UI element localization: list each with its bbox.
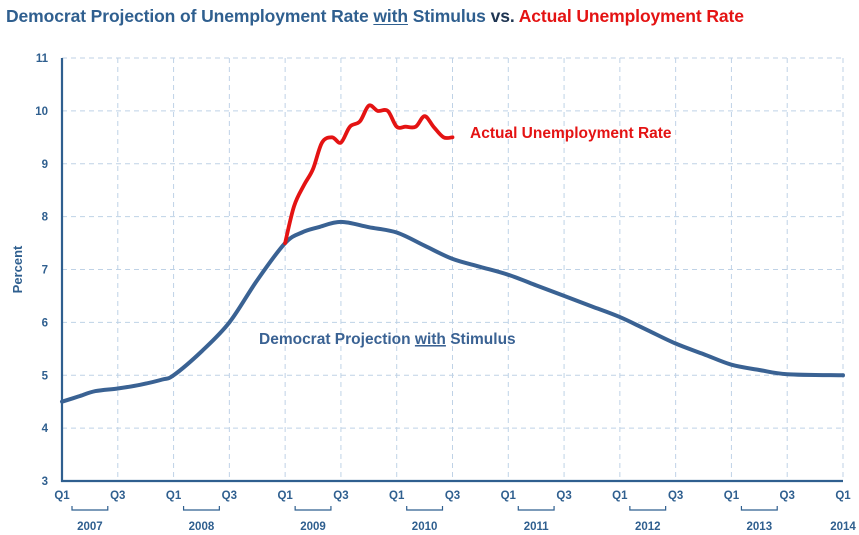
actual-series-line (283, 103, 455, 245)
year-bracket (517, 506, 555, 511)
x-quarter-label: Q3 (222, 490, 237, 502)
x-quarter-label: Q1 (501, 490, 517, 502)
x-quarter-label: Q3 (445, 490, 460, 502)
title-part-2: Stimulus (407, 6, 491, 26)
x-quarter-label: Q1 (724, 490, 740, 502)
year-bracket (71, 506, 109, 511)
y-tick-label: 11 (36, 53, 49, 65)
x-quarter-label: Q3 (333, 490, 348, 502)
projection-series-line (60, 219, 845, 404)
x-year-label: 2011 (524, 521, 550, 533)
x-year-label: 2012 (635, 521, 661, 533)
year-bracket (406, 506, 444, 511)
x-quarter-label: Q1 (612, 490, 628, 502)
year-bracket (182, 506, 220, 511)
y-tick-label: 9 (42, 159, 48, 171)
projection-annotation: Democrat Projection with Stimulus (259, 331, 516, 348)
title-part-3: Actual Unemployment Rate (514, 6, 744, 26)
year-bracket (294, 506, 332, 511)
y-tick-label: 8 (42, 212, 49, 224)
x-quarter-label: Q1 (277, 490, 293, 502)
x-quarter-label: Q3 (556, 490, 571, 502)
title-part-1: Democrat Projection of Unemployment Rate (6, 6, 374, 26)
x-quarter-label: Q3 (668, 490, 683, 502)
year-bracket (740, 506, 778, 511)
tick-labels: 3 4 5 6 7 8 9 10 11 Q1 Q3 Q1 Q3 Q1 Q3 Q1 Q3 Q1 Q3 Q1 Q3 Q1 Q3 Q… (35, 53, 856, 533)
y-tick-label: 7 (42, 265, 48, 277)
y-tick-label: 3 (42, 476, 48, 488)
x-year-label: 2009 (300, 521, 326, 533)
x-year-label: 2013 (747, 521, 773, 533)
x-quarter-label: Q1 (166, 490, 182, 502)
projection-annotation-post: Stimulus (446, 331, 516, 348)
title-with: with (373, 6, 408, 26)
x-quarter-label: Q1 (835, 490, 851, 502)
y-tick-label: 5 (42, 370, 49, 382)
x-year-label: 2007 (77, 521, 103, 533)
x-year-label: 2014 (830, 521, 856, 533)
x-year-label: 2008 (189, 521, 215, 533)
projection-annotation-pre: Democrat Projection (259, 331, 415, 348)
x-quarter-label: Q1 (389, 490, 405, 502)
year-bracket (629, 506, 667, 511)
chart-title: Democrat Projection of Unemployment Rate… (6, 6, 856, 27)
axes: Percent (10, 58, 843, 483)
projection-annotation-with: with (414, 331, 446, 348)
y-tick-label: 10 (35, 106, 48, 118)
y-axis-label: Percent (10, 245, 25, 293)
x-quarter-label: Q1 (54, 490, 70, 502)
actual-rate-annotation: Actual Unemployment Rate (470, 125, 672, 142)
grid (62, 57, 844, 481)
annotations: Actual Unemployment Rate Democrat Project… (259, 125, 672, 348)
y-tick-label: 4 (42, 423, 49, 435)
x-quarter-label: Q3 (780, 490, 795, 502)
series-lines (60, 103, 845, 404)
x-quarter-label: Q3 (110, 490, 125, 502)
y-tick-label: 6 (42, 317, 48, 329)
x-year-label: 2010 (412, 521, 438, 533)
title-vs: vs. (490, 6, 515, 26)
